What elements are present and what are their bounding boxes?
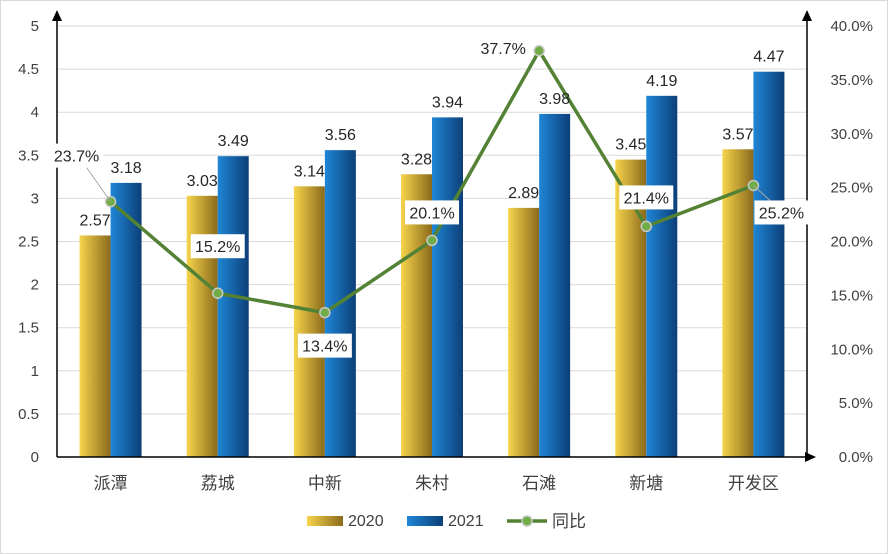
y-right-tick-label: 25.0%	[830, 180, 873, 197]
y-left-tick-label: 3.5	[18, 147, 39, 164]
bar-2021	[432, 117, 463, 457]
yoy-value-label: 37.7%	[480, 41, 525, 58]
legend-swatch-2021	[407, 516, 443, 526]
yoy-leader-line	[84, 164, 111, 202]
y-left-tick-label: 4.5	[18, 61, 39, 78]
bar-2021-value-label: 4.19	[646, 73, 677, 90]
legend-label-2021: 2021	[448, 513, 484, 530]
yoy-value-label: 21.4%	[624, 190, 669, 207]
y-right-tick-label: 10.0%	[830, 341, 873, 358]
bar-2021	[753, 71, 785, 457]
yoy-value-label: 13.4%	[302, 339, 347, 356]
bar-2021	[217, 156, 249, 458]
y-right-tick-label: 0.0%	[839, 449, 873, 466]
bar-2020	[508, 207, 540, 457]
yoy-line	[104, 45, 760, 319]
yoy-label-box	[405, 200, 459, 225]
yoy-marker	[426, 234, 438, 247]
x-tick-label: 石滩	[522, 474, 556, 493]
bar-2020-value-label: 3.57	[722, 126, 753, 143]
x-tick-label: 朱村	[415, 474, 449, 493]
bar-2020-value-label: 3.45	[615, 137, 646, 154]
yoy-label-box	[619, 185, 674, 210]
bar-2021-value-label: 3.18	[111, 160, 142, 177]
x-tick-label: 中新	[308, 474, 342, 493]
bar-2020	[79, 235, 111, 457]
bar-2020	[722, 149, 754, 458]
bar-2021-value-label: 3.56	[325, 127, 356, 144]
x-tick-label: 荔城	[201, 474, 235, 493]
y-left-tick-label: 1.5	[18, 320, 39, 337]
bar-2020-value-label: 3.03	[187, 173, 218, 190]
y-left-tick-label: 0	[31, 449, 39, 466]
axes: 0 0.5 1 1.5 2 2.5 3 3.5 4 4.5 5 0.0% 5.0% 10.0% 15.0% 2…	[18, 10, 873, 493]
yoy-value-label: 23.7%	[54, 149, 99, 166]
legend-swatch-yoy-marker	[521, 515, 533, 527]
yoy-marker	[533, 45, 545, 57]
y-left-tick-label: 0.5	[18, 406, 39, 423]
bar-2021-value-label: 3.98	[539, 91, 570, 108]
x-tick-label: 开发区	[728, 474, 779, 493]
yoy-value-label: 20.1%	[409, 205, 454, 222]
x-tick-label: 新塘	[629, 474, 663, 493]
y-left-tick-label: 1	[31, 363, 39, 380]
yoy-value-label: 25.2%	[759, 205, 804, 222]
bar-2021	[539, 113, 571, 457]
yoy-marker	[640, 220, 653, 233]
yoy-label-box	[49, 143, 104, 168]
y-left-axis-arrow	[52, 10, 62, 21]
y-right-tick-label: 20.0%	[830, 234, 873, 251]
y-right-tick-label: 15.0%	[830, 287, 873, 304]
y-left-tick-label: 4	[31, 104, 39, 121]
yoy-marker	[319, 306, 331, 319]
y-left-tick-label: 2.5	[18, 234, 39, 251]
bar-2021	[646, 95, 678, 458]
yoy-label-box	[190, 234, 245, 259]
y-right-tick-label: 5.0%	[839, 395, 873, 412]
bar-2020-value-label: 2.57	[80, 212, 111, 229]
y-left-tick-label: 2	[31, 277, 39, 294]
bars	[79, 71, 785, 458]
y-right-axis-arrow	[802, 10, 812, 21]
bar-2020-value-label: 3.14	[294, 163, 325, 180]
bar-2021-value-label: 4.47	[753, 49, 784, 66]
bar-2021-value-label: 3.49	[218, 133, 249, 150]
y-right-tick-label: 40.0%	[830, 18, 873, 35]
bar-2020	[293, 186, 325, 457]
yoy-value-label: 15.2%	[195, 239, 240, 256]
legend-label-yoy: 同比	[552, 512, 586, 531]
x-tick-label: 派潭	[94, 474, 128, 493]
x-axis-arrow	[805, 452, 816, 462]
y-left-tick-label: 5	[31, 18, 39, 35]
y-left-tick-label: 3	[31, 190, 39, 207]
yoy-label-box	[754, 200, 809, 225]
y-right-tick-label: 35.0%	[830, 72, 873, 89]
data-labels: 2.57 3.18 3.03 3.49 3.14 3.56 3.28 3.94 2.89 3.98…	[49, 41, 809, 358]
yoy-label-box	[297, 333, 352, 358]
legend: 2020 2021 同比	[307, 512, 586, 531]
y-right-tick-label: 30.0%	[830, 126, 873, 143]
yoy-marker	[211, 287, 224, 299]
bar-2021	[110, 182, 142, 457]
legend-label-2020: 2020	[348, 513, 384, 530]
bar-2020-value-label: 3.28	[401, 151, 432, 168]
legend-swatch-2020	[307, 516, 343, 526]
bar-2021-value-label: 3.94	[432, 94, 463, 111]
bar-2020-value-label: 2.89	[508, 185, 539, 202]
